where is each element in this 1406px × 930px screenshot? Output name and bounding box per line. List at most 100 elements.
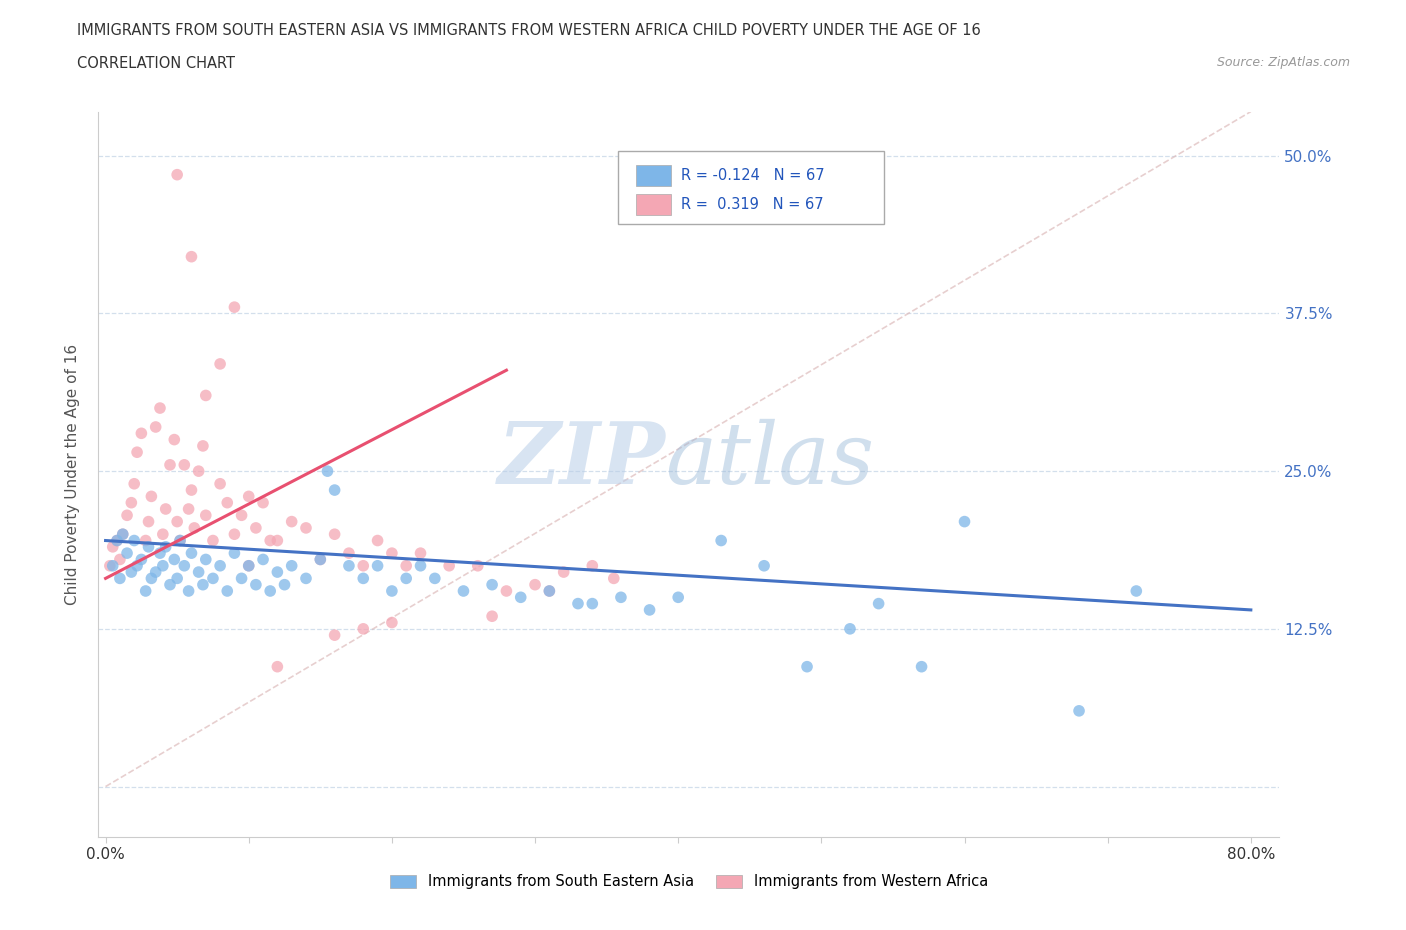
Point bbox=[177, 501, 200, 516]
Point bbox=[149, 546, 172, 561]
Point bbox=[423, 571, 446, 586]
Point bbox=[453, 583, 475, 598]
Point bbox=[180, 249, 202, 264]
Point bbox=[337, 546, 360, 561]
Point bbox=[145, 419, 167, 434]
Point bbox=[180, 546, 202, 561]
Point bbox=[381, 583, 404, 598]
Point bbox=[839, 621, 862, 636]
Point bbox=[209, 558, 232, 573]
Point bbox=[231, 571, 253, 586]
Point bbox=[495, 583, 517, 598]
Point bbox=[166, 514, 188, 529]
Point bbox=[295, 521, 318, 536]
Point bbox=[191, 438, 214, 453]
Point bbox=[238, 558, 260, 573]
Point bbox=[666, 590, 689, 604]
Point bbox=[166, 167, 188, 182]
Point bbox=[323, 526, 346, 541]
Point bbox=[381, 546, 404, 561]
Point bbox=[238, 489, 260, 504]
Point bbox=[169, 533, 191, 548]
Point bbox=[610, 590, 633, 604]
Point bbox=[367, 533, 389, 548]
Point bbox=[108, 571, 131, 586]
Point bbox=[381, 615, 404, 630]
Text: Source: ZipAtlas.com: Source: ZipAtlas.com bbox=[1216, 56, 1350, 69]
Point bbox=[194, 552, 217, 567]
Point bbox=[409, 546, 432, 561]
Text: R =  0.319   N = 67: R = 0.319 N = 67 bbox=[681, 197, 824, 212]
Point bbox=[352, 571, 374, 586]
Point bbox=[169, 533, 191, 548]
Point bbox=[173, 558, 195, 573]
Point bbox=[145, 565, 167, 579]
Point bbox=[352, 558, 374, 573]
Point bbox=[868, 596, 890, 611]
Point bbox=[252, 496, 274, 511]
Point bbox=[567, 596, 589, 611]
Point bbox=[395, 571, 418, 586]
Point bbox=[266, 565, 288, 579]
Point bbox=[309, 552, 332, 567]
Point bbox=[367, 558, 389, 573]
Point bbox=[155, 539, 177, 554]
Point bbox=[135, 583, 157, 598]
Point bbox=[131, 426, 153, 441]
Point bbox=[217, 496, 239, 511]
Point bbox=[201, 533, 224, 548]
Point bbox=[481, 609, 503, 624]
Point bbox=[524, 578, 547, 592]
Point bbox=[138, 539, 160, 554]
Point bbox=[115, 546, 138, 561]
Point bbox=[101, 539, 124, 554]
Point bbox=[131, 552, 153, 567]
Point bbox=[217, 583, 239, 598]
Point bbox=[437, 558, 460, 573]
Point bbox=[553, 565, 575, 579]
Point bbox=[108, 552, 131, 567]
Point bbox=[259, 583, 281, 598]
Point bbox=[101, 558, 124, 573]
Point bbox=[238, 558, 260, 573]
Point bbox=[194, 388, 217, 403]
Point bbox=[224, 526, 246, 541]
Point bbox=[245, 578, 267, 592]
Point bbox=[323, 483, 346, 498]
Point bbox=[187, 565, 209, 579]
Point bbox=[209, 476, 232, 491]
Point bbox=[120, 565, 142, 579]
Point bbox=[180, 483, 202, 498]
Point bbox=[395, 558, 418, 573]
Point bbox=[352, 621, 374, 636]
Point bbox=[710, 533, 733, 548]
Point bbox=[224, 546, 246, 561]
Point bbox=[224, 299, 246, 314]
Point bbox=[323, 628, 346, 643]
Point bbox=[581, 596, 603, 611]
Point bbox=[1067, 703, 1090, 718]
Point bbox=[467, 558, 489, 573]
Point bbox=[191, 578, 214, 592]
Point bbox=[152, 558, 174, 573]
Point bbox=[141, 489, 163, 504]
Point bbox=[149, 401, 172, 416]
Point bbox=[141, 571, 163, 586]
Point bbox=[194, 508, 217, 523]
Point bbox=[1125, 583, 1147, 598]
Text: ZIP: ZIP bbox=[498, 418, 665, 501]
Legend: Immigrants from South Eastern Asia, Immigrants from Western Africa: Immigrants from South Eastern Asia, Immi… bbox=[384, 869, 994, 895]
Point bbox=[231, 508, 253, 523]
Point bbox=[166, 571, 188, 586]
Point bbox=[252, 552, 274, 567]
Text: IMMIGRANTS FROM SOUTH EASTERN ASIA VS IMMIGRANTS FROM WESTERN AFRICA CHILD POVER: IMMIGRANTS FROM SOUTH EASTERN ASIA VS IM… bbox=[77, 23, 981, 38]
Point bbox=[603, 571, 626, 586]
Text: R = -0.124   N = 67: R = -0.124 N = 67 bbox=[681, 168, 824, 183]
Point bbox=[159, 578, 181, 592]
Point bbox=[105, 533, 128, 548]
Point bbox=[295, 571, 318, 586]
Point bbox=[138, 514, 160, 529]
Point bbox=[163, 552, 186, 567]
Point bbox=[953, 514, 976, 529]
Point bbox=[796, 659, 818, 674]
